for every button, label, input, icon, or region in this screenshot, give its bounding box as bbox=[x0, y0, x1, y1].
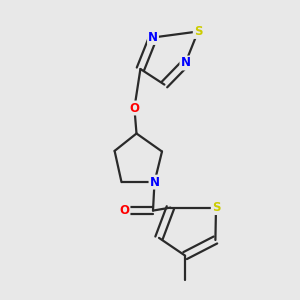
Text: N: N bbox=[148, 31, 158, 44]
Text: S: S bbox=[194, 25, 202, 38]
Text: O: O bbox=[119, 204, 130, 217]
Text: N: N bbox=[149, 176, 160, 189]
Text: O: O bbox=[129, 101, 140, 115]
Text: N: N bbox=[180, 56, 190, 70]
Text: S: S bbox=[212, 201, 220, 214]
